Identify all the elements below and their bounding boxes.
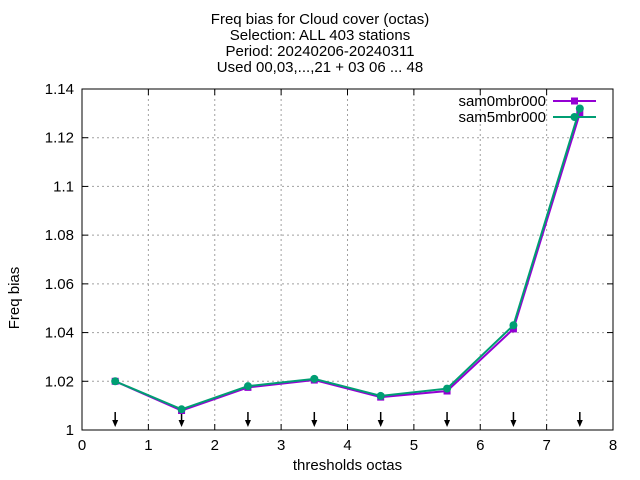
- threshold-arrow: [244, 412, 251, 427]
- series-sam5mbr000: [111, 104, 584, 414]
- x-tick-label: 6: [476, 437, 484, 454]
- data-point: [443, 384, 452, 393]
- x-tick-label: 1: [144, 437, 152, 454]
- y-tick-label: 1.14: [45, 81, 74, 98]
- y-tick-label: 1.06: [45, 276, 74, 293]
- arrow-head: [510, 420, 517, 427]
- title-line-2: Selection: ALL 403 stations: [229, 27, 411, 44]
- grid: [82, 89, 613, 430]
- arrow-head: [377, 420, 384, 427]
- data-point: [509, 321, 518, 330]
- arrow-head: [444, 420, 451, 427]
- x-axis-label: thresholds octas: [292, 457, 403, 474]
- threshold-arrows: [112, 412, 583, 427]
- y-axis-label: Freq bias: [6, 266, 23, 330]
- y-tick-label: 1.02: [45, 373, 74, 390]
- x-tick-label: 8: [609, 437, 617, 454]
- threshold-arrow: [311, 412, 318, 427]
- data-point: [177, 405, 186, 414]
- y-tick-label: 1.12: [45, 130, 74, 147]
- axis-ticks: 0 1 2 3 4 5 6 7 811.021.041.061.081.11.121.14: [45, 81, 617, 454]
- legend-entry: sam0mbr000: [458, 93, 596, 110]
- legend-marker: [571, 97, 578, 105]
- legend-label: sam0mbr000: [458, 93, 546, 110]
- x-tick-label: 2: [211, 437, 219, 454]
- x-tick-label: 5: [410, 437, 418, 454]
- data-point: [310, 374, 319, 383]
- title-line-4: Used 00,03,...,21 + 03 06 ... 48: [216, 59, 424, 76]
- y-tick-label: 1.04: [45, 325, 74, 342]
- series-line: [114, 113, 581, 412]
- title-line-1: Freq bias for Cloud cover (octas): [210, 11, 430, 28]
- series-line: [114, 108, 581, 411]
- y-axis-label-wrap: Freq bias: [2, 267, 23, 330]
- title-line-3: Period: 20240206-20240311: [225, 43, 415, 60]
- threshold-arrow: [576, 412, 583, 427]
- series-group: [111, 104, 584, 415]
- y-tick-label: 1.08: [45, 227, 74, 244]
- data-point: [576, 109, 584, 117]
- threshold-arrow: [510, 412, 517, 427]
- data-point: [111, 377, 120, 386]
- legend-label: sam5mbr000: [458, 109, 546, 126]
- data-point: [376, 391, 385, 400]
- arrow-head: [576, 420, 583, 427]
- x-tick-label: 4: [343, 437, 351, 454]
- x-tick-label: 0: [78, 437, 86, 454]
- arrow-head: [244, 420, 251, 427]
- legend-entry: sam5mbr000: [458, 109, 596, 126]
- arrow-head: [311, 420, 318, 427]
- x-tick-label: 3: [277, 437, 285, 454]
- threshold-arrow: [377, 412, 384, 427]
- legend-marker: [570, 113, 579, 121]
- data-point: [575, 104, 584, 113]
- x-tick-label: 7: [542, 437, 550, 454]
- data-point: [243, 382, 252, 391]
- y-tick-label: 1.1: [53, 178, 74, 195]
- y-tick-label: 1: [66, 422, 74, 439]
- threshold-arrow: [178, 412, 185, 427]
- threshold-arrow: [444, 412, 451, 427]
- threshold-arrow: [112, 412, 119, 427]
- arrow-head: [112, 420, 119, 427]
- arrow-head: [178, 420, 185, 427]
